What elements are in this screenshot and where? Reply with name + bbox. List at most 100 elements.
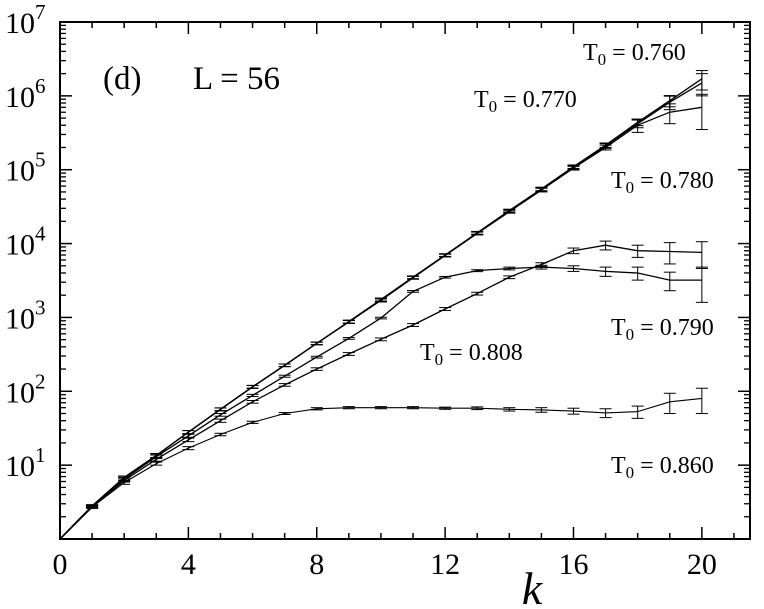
error-bar	[246, 420, 259, 424]
error-bar	[631, 244, 644, 258]
error-bar	[567, 165, 580, 171]
error-bar	[150, 454, 163, 460]
error-bar	[374, 337, 387, 342]
y-tick-label: 102	[5, 369, 46, 409]
error-bar	[471, 231, 484, 236]
series-label: T0 = 0.808	[420, 340, 523, 369]
x-tick-label: 8	[309, 548, 324, 581]
error-bar	[599, 266, 612, 277]
error-bar	[535, 187, 548, 193]
size-label: L = 56	[193, 61, 280, 97]
error-bar	[567, 407, 580, 415]
error-bar	[310, 341, 323, 346]
error-bar	[663, 103, 676, 125]
error-bar	[278, 412, 291, 415]
series-line	[59, 266, 702, 540]
error-bar	[471, 406, 484, 411]
error-bar	[278, 374, 291, 378]
error-bar	[567, 247, 580, 255]
x-tick-label: 16	[558, 548, 588, 581]
error-bar	[214, 413, 227, 417]
series-4	[59, 264, 708, 540]
error-bar	[663, 271, 676, 292]
error-bar	[246, 400, 259, 404]
error-bar	[342, 337, 355, 340]
error-bar	[631, 118, 644, 133]
error-bar	[278, 383, 291, 387]
error-bar	[599, 408, 612, 419]
error-bar	[246, 384, 259, 389]
panel-label: (d)	[103, 61, 141, 97]
error-bar	[599, 240, 612, 251]
error-bar	[342, 319, 355, 324]
series-group	[59, 70, 708, 540]
series-label: T0 = 0.790	[611, 315, 714, 344]
series-label: T0 = 0.760	[583, 40, 686, 69]
error-bar	[695, 93, 708, 131]
error-bar	[535, 407, 548, 413]
y-tick-label: 103	[5, 295, 46, 335]
error-bar	[118, 480, 131, 485]
error-bar	[182, 433, 195, 438]
error-bar	[310, 355, 323, 359]
series-5	[59, 387, 708, 540]
error-bar	[695, 387, 708, 415]
error-bar	[599, 144, 612, 151]
error-bar	[631, 266, 644, 281]
error-bar	[374, 406, 387, 410]
error-bar	[374, 298, 387, 303]
error-bar	[439, 307, 452, 312]
error-bar	[695, 241, 708, 269]
error-bar	[310, 367, 323, 371]
error-bar	[503, 275, 516, 280]
error-bar	[631, 405, 644, 419]
series-line	[59, 244, 702, 540]
error-bar	[503, 266, 516, 271]
series-label: T0 = 0.770	[474, 87, 577, 116]
error-bar	[407, 406, 420, 410]
error-bar	[503, 407, 516, 412]
y-tick-label: 105	[5, 148, 46, 188]
error-bar	[86, 505, 99, 509]
x-tick-label: 4	[181, 548, 196, 581]
error-bar	[471, 291, 484, 296]
error-bar	[310, 407, 323, 411]
series-line	[59, 82, 703, 540]
error-bar	[342, 352, 355, 356]
error-bar	[695, 266, 708, 303]
error-bar	[214, 418, 227, 423]
error-bar	[278, 363, 291, 368]
series-line	[59, 106, 702, 540]
error-bar	[407, 275, 420, 280]
error-bar	[439, 253, 452, 258]
error-bar	[342, 406, 355, 410]
error-bar	[407, 323, 420, 327]
x-axis-label: k	[522, 563, 544, 609]
error-bar	[214, 407, 227, 412]
error-bar	[471, 269, 484, 273]
y-tick-label: 101	[5, 443, 46, 483]
error-bar	[439, 406, 452, 410]
error-bar	[439, 275, 452, 279]
axes: 0 4 8 12 16 20 101 102 103 104 105 106 107	[5, 0, 751, 581]
error-bar	[407, 290, 420, 293]
error-bar	[567, 265, 580, 272]
error-bar	[182, 446, 195, 451]
series-3	[59, 240, 708, 540]
error-bar	[663, 242, 676, 265]
error-bar	[374, 316, 387, 320]
series-label: T0 = 0.780	[611, 168, 714, 197]
error-bar	[214, 432, 227, 437]
series-line	[59, 397, 702, 540]
error-bar	[150, 461, 163, 466]
error-bar	[663, 392, 676, 415]
error-bar	[535, 264, 548, 270]
plot-frame	[59, 21, 751, 540]
error-bar	[246, 393, 259, 397]
y-tick-label: 106	[5, 74, 46, 114]
y-tick-label: 107	[5, 0, 46, 40]
x-tick-label: 12	[430, 548, 460, 581]
error-bar	[503, 209, 516, 214]
